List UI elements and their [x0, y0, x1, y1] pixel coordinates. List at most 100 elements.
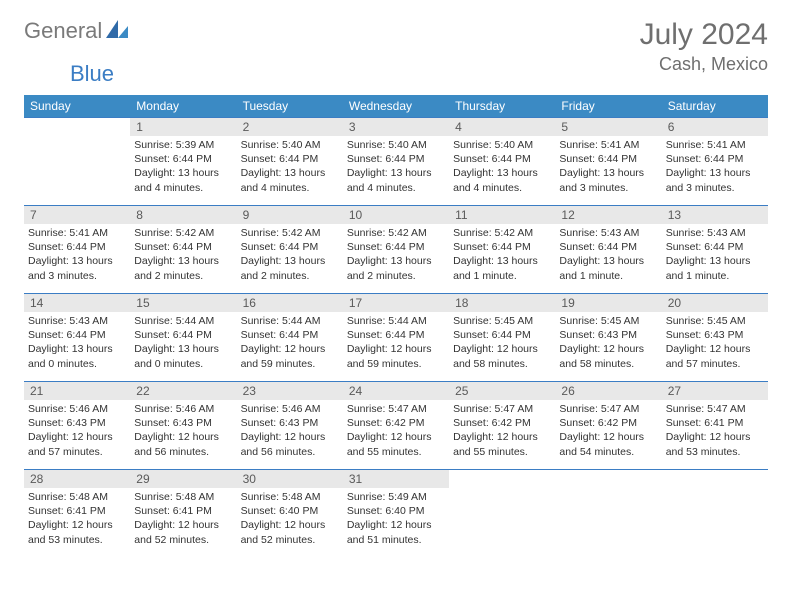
sunset-line: Sunset: 6:44 PM — [134, 328, 232, 342]
day-content: Sunrise: 5:45 AMSunset: 6:43 PMDaylight:… — [555, 312, 661, 377]
logo-text-1: General — [24, 18, 102, 44]
calendar-cell: 6Sunrise: 5:41 AMSunset: 6:44 PMDaylight… — [662, 118, 768, 206]
sunset-line: Sunset: 6:44 PM — [134, 240, 232, 254]
sunset-line: Sunset: 6:44 PM — [347, 240, 445, 254]
day-number: 15 — [130, 294, 236, 312]
sunrise-line: Sunrise: 5:45 AM — [666, 314, 764, 328]
sunrise-line: Sunrise: 5:42 AM — [453, 226, 551, 240]
day-number: 19 — [555, 294, 661, 312]
day-content: Sunrise: 5:44 AMSunset: 6:44 PMDaylight:… — [237, 312, 343, 377]
day-number: 26 — [555, 382, 661, 400]
daylight-line: Daylight: 13 hours and 4 minutes. — [241, 166, 339, 194]
day-content: Sunrise: 5:48 AMSunset: 6:41 PMDaylight:… — [24, 488, 130, 553]
day-content: Sunrise: 5:41 AMSunset: 6:44 PMDaylight:… — [662, 136, 768, 201]
daylight-line: Daylight: 13 hours and 3 minutes. — [28, 254, 126, 282]
day-content: Sunrise: 5:39 AMSunset: 6:44 PMDaylight:… — [130, 136, 236, 201]
day-content: Sunrise: 5:46 AMSunset: 6:43 PMDaylight:… — [130, 400, 236, 465]
day-number: 4 — [449, 118, 555, 136]
day-number: 14 — [24, 294, 130, 312]
day-content: Sunrise: 5:41 AMSunset: 6:44 PMDaylight:… — [555, 136, 661, 201]
sunset-line: Sunset: 6:44 PM — [28, 240, 126, 254]
day-number: 2 — [237, 118, 343, 136]
day-number: 30 — [237, 470, 343, 488]
day-number: 28 — [24, 470, 130, 488]
calendar-cell: 12Sunrise: 5:43 AMSunset: 6:44 PMDayligh… — [555, 206, 661, 294]
daylight-line: Daylight: 13 hours and 4 minutes. — [347, 166, 445, 194]
day-number: 16 — [237, 294, 343, 312]
day-content: Sunrise: 5:47 AMSunset: 6:42 PMDaylight:… — [449, 400, 555, 465]
day-content: Sunrise: 5:47 AMSunset: 6:42 PMDaylight:… — [555, 400, 661, 465]
sunrise-line: Sunrise: 5:42 AM — [241, 226, 339, 240]
daylight-line: Daylight: 13 hours and 2 minutes. — [241, 254, 339, 282]
day-number: 3 — [343, 118, 449, 136]
daylight-line: Daylight: 13 hours and 0 minutes. — [28, 342, 126, 370]
sunrise-line: Sunrise: 5:48 AM — [134, 490, 232, 504]
day-content: Sunrise: 5:40 AMSunset: 6:44 PMDaylight:… — [449, 136, 555, 201]
day-number: 8 — [130, 206, 236, 224]
day-content: Sunrise: 5:43 AMSunset: 6:44 PMDaylight:… — [24, 312, 130, 377]
daylight-line: Daylight: 12 hours and 55 minutes. — [453, 430, 551, 458]
weekday-header: Monday — [130, 95, 236, 118]
daylight-line: Daylight: 12 hours and 58 minutes. — [453, 342, 551, 370]
sunrise-line: Sunrise: 5:45 AM — [453, 314, 551, 328]
day-content: Sunrise: 5:42 AMSunset: 6:44 PMDaylight:… — [130, 224, 236, 289]
sunset-line: Sunset: 6:44 PM — [559, 152, 657, 166]
weekday-header: Saturday — [662, 95, 768, 118]
calendar-cell: 10Sunrise: 5:42 AMSunset: 6:44 PMDayligh… — [343, 206, 449, 294]
daylight-line: Daylight: 12 hours and 57 minutes. — [28, 430, 126, 458]
daylight-line: Daylight: 13 hours and 1 minute. — [453, 254, 551, 282]
day-content: Sunrise: 5:47 AMSunset: 6:41 PMDaylight:… — [662, 400, 768, 465]
sunrise-line: Sunrise: 5:43 AM — [666, 226, 764, 240]
calendar-cell: 18Sunrise: 5:45 AMSunset: 6:44 PMDayligh… — [449, 294, 555, 382]
daylight-line: Daylight: 13 hours and 2 minutes. — [347, 254, 445, 282]
day-content: Sunrise: 5:40 AMSunset: 6:44 PMDaylight:… — [237, 136, 343, 201]
sunrise-line: Sunrise: 5:41 AM — [28, 226, 126, 240]
sunrise-line: Sunrise: 5:43 AM — [559, 226, 657, 240]
logo: General — [24, 18, 130, 44]
calendar-cell: 17Sunrise: 5:44 AMSunset: 6:44 PMDayligh… — [343, 294, 449, 382]
sunrise-line: Sunrise: 5:46 AM — [28, 402, 126, 416]
day-content: Sunrise: 5:48 AMSunset: 6:40 PMDaylight:… — [237, 488, 343, 553]
day-content: Sunrise: 5:44 AMSunset: 6:44 PMDaylight:… — [343, 312, 449, 377]
calendar-cell: 23Sunrise: 5:46 AMSunset: 6:43 PMDayligh… — [237, 382, 343, 470]
day-number: 23 — [237, 382, 343, 400]
sunset-line: Sunset: 6:44 PM — [241, 240, 339, 254]
sunset-line: Sunset: 6:44 PM — [347, 152, 445, 166]
sunrise-line: Sunrise: 5:45 AM — [559, 314, 657, 328]
day-content: Sunrise: 5:40 AMSunset: 6:44 PMDaylight:… — [343, 136, 449, 201]
month-title: July 2024 — [640, 18, 768, 52]
calendar-cell — [555, 470, 661, 558]
calendar-cell: 7Sunrise: 5:41 AMSunset: 6:44 PMDaylight… — [24, 206, 130, 294]
day-number: 13 — [662, 206, 768, 224]
daylight-line: Daylight: 13 hours and 4 minutes. — [453, 166, 551, 194]
calendar-cell: 21Sunrise: 5:46 AMSunset: 6:43 PMDayligh… — [24, 382, 130, 470]
daylight-line: Daylight: 12 hours and 51 minutes. — [347, 518, 445, 546]
day-number: 12 — [555, 206, 661, 224]
calendar-cell: 19Sunrise: 5:45 AMSunset: 6:43 PMDayligh… — [555, 294, 661, 382]
daylight-line: Daylight: 12 hours and 55 minutes. — [347, 430, 445, 458]
weekday-header: Tuesday — [237, 95, 343, 118]
sunset-line: Sunset: 6:41 PM — [134, 504, 232, 518]
sunset-line: Sunset: 6:44 PM — [241, 152, 339, 166]
sunset-line: Sunset: 6:40 PM — [241, 504, 339, 518]
weekday-header: Thursday — [449, 95, 555, 118]
day-content: Sunrise: 5:42 AMSunset: 6:44 PMDaylight:… — [343, 224, 449, 289]
day-number: 31 — [343, 470, 449, 488]
calendar-cell: 5Sunrise: 5:41 AMSunset: 6:44 PMDaylight… — [555, 118, 661, 206]
weekday-header: Wednesday — [343, 95, 449, 118]
calendar-cell: 9Sunrise: 5:42 AMSunset: 6:44 PMDaylight… — [237, 206, 343, 294]
calendar-cell — [24, 118, 130, 206]
day-content: Sunrise: 5:43 AMSunset: 6:44 PMDaylight:… — [555, 224, 661, 289]
day-content: Sunrise: 5:41 AMSunset: 6:44 PMDaylight:… — [24, 224, 130, 289]
calendar-body: 1Sunrise: 5:39 AMSunset: 6:44 PMDaylight… — [24, 118, 768, 558]
daylight-line: Daylight: 13 hours and 2 minutes. — [134, 254, 232, 282]
sunset-line: Sunset: 6:41 PM — [666, 416, 764, 430]
sunrise-line: Sunrise: 5:44 AM — [134, 314, 232, 328]
day-number: 18 — [449, 294, 555, 312]
calendar-cell: 31Sunrise: 5:49 AMSunset: 6:40 PMDayligh… — [343, 470, 449, 558]
calendar-cell: 30Sunrise: 5:48 AMSunset: 6:40 PMDayligh… — [237, 470, 343, 558]
day-number: 22 — [130, 382, 236, 400]
calendar-cell: 20Sunrise: 5:45 AMSunset: 6:43 PMDayligh… — [662, 294, 768, 382]
day-content: Sunrise: 5:46 AMSunset: 6:43 PMDaylight:… — [237, 400, 343, 465]
calendar-head: SundayMondayTuesdayWednesdayThursdayFrid… — [24, 95, 768, 118]
